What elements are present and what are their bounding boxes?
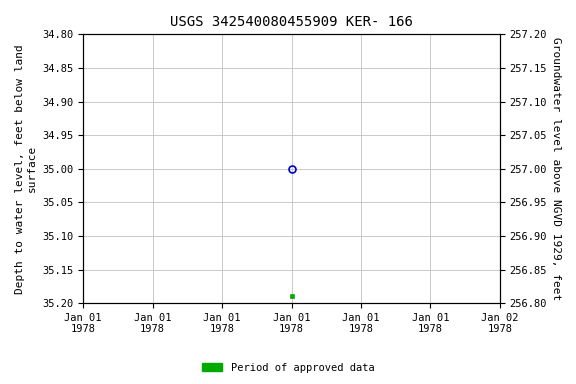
Title: USGS 342540080455909 KER- 166: USGS 342540080455909 KER- 166 (170, 15, 413, 29)
Y-axis label: Depth to water level, feet below land
surface: Depth to water level, feet below land su… (15, 44, 37, 294)
Y-axis label: Groundwater level above NGVD 1929, feet: Groundwater level above NGVD 1929, feet (551, 37, 561, 300)
Legend: Period of approved data: Period of approved data (198, 359, 378, 377)
